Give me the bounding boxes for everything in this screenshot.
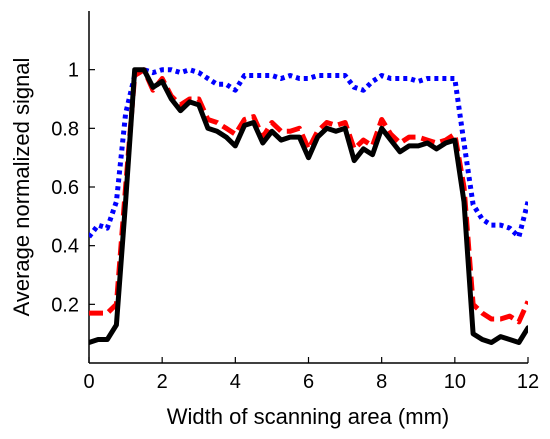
x-tick-label: 10 bbox=[444, 371, 466, 393]
x-tick-label: 0 bbox=[83, 371, 94, 393]
x-axis-title: Width of scanning area (mm) bbox=[167, 404, 449, 429]
y-tick-label: 0.2 bbox=[51, 294, 79, 316]
series-line-dashed bbox=[89, 67, 528, 325]
y-tick-label: 0.8 bbox=[51, 118, 79, 140]
y-tick-label: 1 bbox=[68, 60, 79, 82]
y-tick-label: 0.4 bbox=[51, 236, 79, 258]
y-tick-label: 0.6 bbox=[51, 177, 79, 199]
x-tick-label: 12 bbox=[517, 371, 539, 393]
series-line-solid bbox=[89, 67, 528, 345]
x-tick-label: 8 bbox=[376, 371, 387, 393]
ticks: 0 2 4 6 8 10 12 0.2 0.4 0.6 0.8 1 bbox=[51, 60, 539, 393]
y-axis-title: Average normalized signal bbox=[9, 58, 34, 317]
series-line-dotted bbox=[89, 67, 528, 240]
series bbox=[89, 67, 528, 345]
x-tick-label: 4 bbox=[230, 371, 241, 393]
x-tick-label: 6 bbox=[303, 371, 314, 393]
x-tick-label: 2 bbox=[157, 371, 168, 393]
